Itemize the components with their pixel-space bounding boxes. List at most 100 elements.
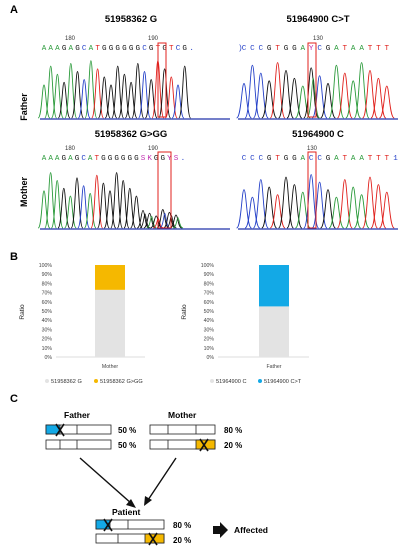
y-tick-labels: 0% 10% 20% 30% 40% 50% 60% 70% 80% 90% 100% xyxy=(201,263,309,361)
trace-peak xyxy=(278,176,294,229)
base-letter: A xyxy=(334,45,339,53)
chromosome-bar xyxy=(95,518,165,532)
y-tick-labels: 0% 10% 20% 30% 40% 50% 60% 70% 80% 90% 100% xyxy=(39,263,145,361)
base-letter: C xyxy=(242,155,247,163)
trace-peak xyxy=(269,62,286,119)
position-label: 190 xyxy=(148,36,159,42)
base-letter: G xyxy=(284,45,289,53)
trace-peak xyxy=(57,81,71,119)
base-letter: C xyxy=(317,155,322,163)
trace-peak xyxy=(103,190,117,229)
allele-percentage: 50 % xyxy=(118,441,136,450)
trace-peak xyxy=(244,64,261,119)
base-letter: T xyxy=(95,155,100,163)
base-letter: G xyxy=(129,45,134,53)
trace-peak xyxy=(170,214,182,229)
base-letter: A xyxy=(88,155,93,163)
legend-label: 51964900 C xyxy=(216,379,246,385)
trace-peak xyxy=(130,195,143,229)
trace-peak xyxy=(64,62,78,119)
base-letter: T xyxy=(95,45,100,53)
trace-peak xyxy=(64,195,77,229)
y-tick-label: 0% xyxy=(45,355,53,361)
variant-highlight-box xyxy=(307,151,317,229)
stacked-bar xyxy=(95,265,125,357)
base-letter: C xyxy=(259,45,264,53)
base-letter: C xyxy=(259,155,264,163)
result-arrow-icon xyxy=(213,522,228,538)
y-tick-label: 100% xyxy=(39,263,53,269)
base-letter: C xyxy=(309,155,314,163)
result-label: Affected xyxy=(234,525,268,535)
trace-peak xyxy=(336,179,353,229)
y-tick-label: 40% xyxy=(42,318,53,324)
base-letter: G xyxy=(101,155,106,163)
father-label: Father xyxy=(64,410,91,420)
base-letter: S xyxy=(141,155,146,163)
trace-peak xyxy=(353,62,370,119)
base-letter: A xyxy=(301,45,306,53)
base-letter: A xyxy=(351,45,356,53)
ratio-chart-father: Ratio 0%10%20%30%40%50%60%70%80%90%100% … xyxy=(181,263,309,385)
y-tick-label: 0% xyxy=(207,355,215,361)
base-letter: G xyxy=(62,155,67,163)
chromosome-bar xyxy=(45,439,112,450)
bar-segment xyxy=(259,306,289,357)
y-tick-label: 70% xyxy=(204,291,215,297)
base-letter: G xyxy=(292,45,297,53)
base-letter: G xyxy=(115,45,120,53)
inheritance-arrow-from-mother xyxy=(144,457,177,506)
base-letter: G xyxy=(136,45,141,53)
trace-peak xyxy=(84,60,98,119)
base-letter: G xyxy=(109,45,114,53)
trace-peaks xyxy=(37,60,192,119)
patient-label: Patient xyxy=(112,507,141,517)
base-letter: G xyxy=(122,45,127,53)
y-tick-label: 20% xyxy=(42,337,53,343)
base-letter: T xyxy=(275,45,280,53)
base-letter: G xyxy=(114,155,119,163)
base-letter: A xyxy=(351,155,356,163)
base-letter: A xyxy=(48,45,53,53)
y-tick-label: 10% xyxy=(204,346,215,352)
panel-c-letter: C xyxy=(10,393,18,405)
y-tick-label: 100% xyxy=(201,263,215,269)
base-letter: T xyxy=(385,155,390,163)
mutation-x-mark xyxy=(55,423,65,437)
trace-peak xyxy=(353,194,370,229)
base-letter: C xyxy=(250,45,255,53)
allele-percentage: 20 % xyxy=(173,536,191,545)
legend-swatch-yellow xyxy=(94,379,98,383)
base-letter: G xyxy=(154,155,159,163)
base-letter: T xyxy=(385,45,390,53)
y-tick-label: 80% xyxy=(204,281,215,287)
base-letter: A xyxy=(89,45,94,53)
panel-b-letter: B xyxy=(10,251,18,263)
trace-peak xyxy=(171,84,185,119)
base-letter: T xyxy=(376,155,381,163)
trace-peak xyxy=(236,189,252,229)
trace-peak xyxy=(178,65,192,119)
trace-peak xyxy=(345,80,362,119)
y-tick-label: 60% xyxy=(204,300,215,306)
legend-label: 51958362 G>GG xyxy=(100,379,143,385)
y-tick-label: 50% xyxy=(204,309,215,315)
base-letter: G xyxy=(267,45,272,53)
base-letter: A xyxy=(55,155,60,163)
trace-peak xyxy=(328,196,345,229)
trace-peak xyxy=(70,177,84,229)
trace-peak xyxy=(124,81,138,119)
trace-peak xyxy=(378,191,395,229)
legend-swatch-gray xyxy=(210,379,214,383)
chromatogram-father-2: 51964900 C>T 130 ) C C C G T G G A Y C G A T A A T T T xyxy=(236,14,398,120)
panel-a-letter: A xyxy=(10,4,18,16)
base-letter: C xyxy=(81,155,86,163)
mother-alleles: Mother 80 % 20 % xyxy=(149,410,242,452)
y-axis-label: Ratio xyxy=(181,304,188,320)
base-letter: A xyxy=(301,155,306,163)
trace-peak xyxy=(172,217,184,229)
base-letter: G xyxy=(162,45,167,53)
trace-peak xyxy=(236,83,252,119)
